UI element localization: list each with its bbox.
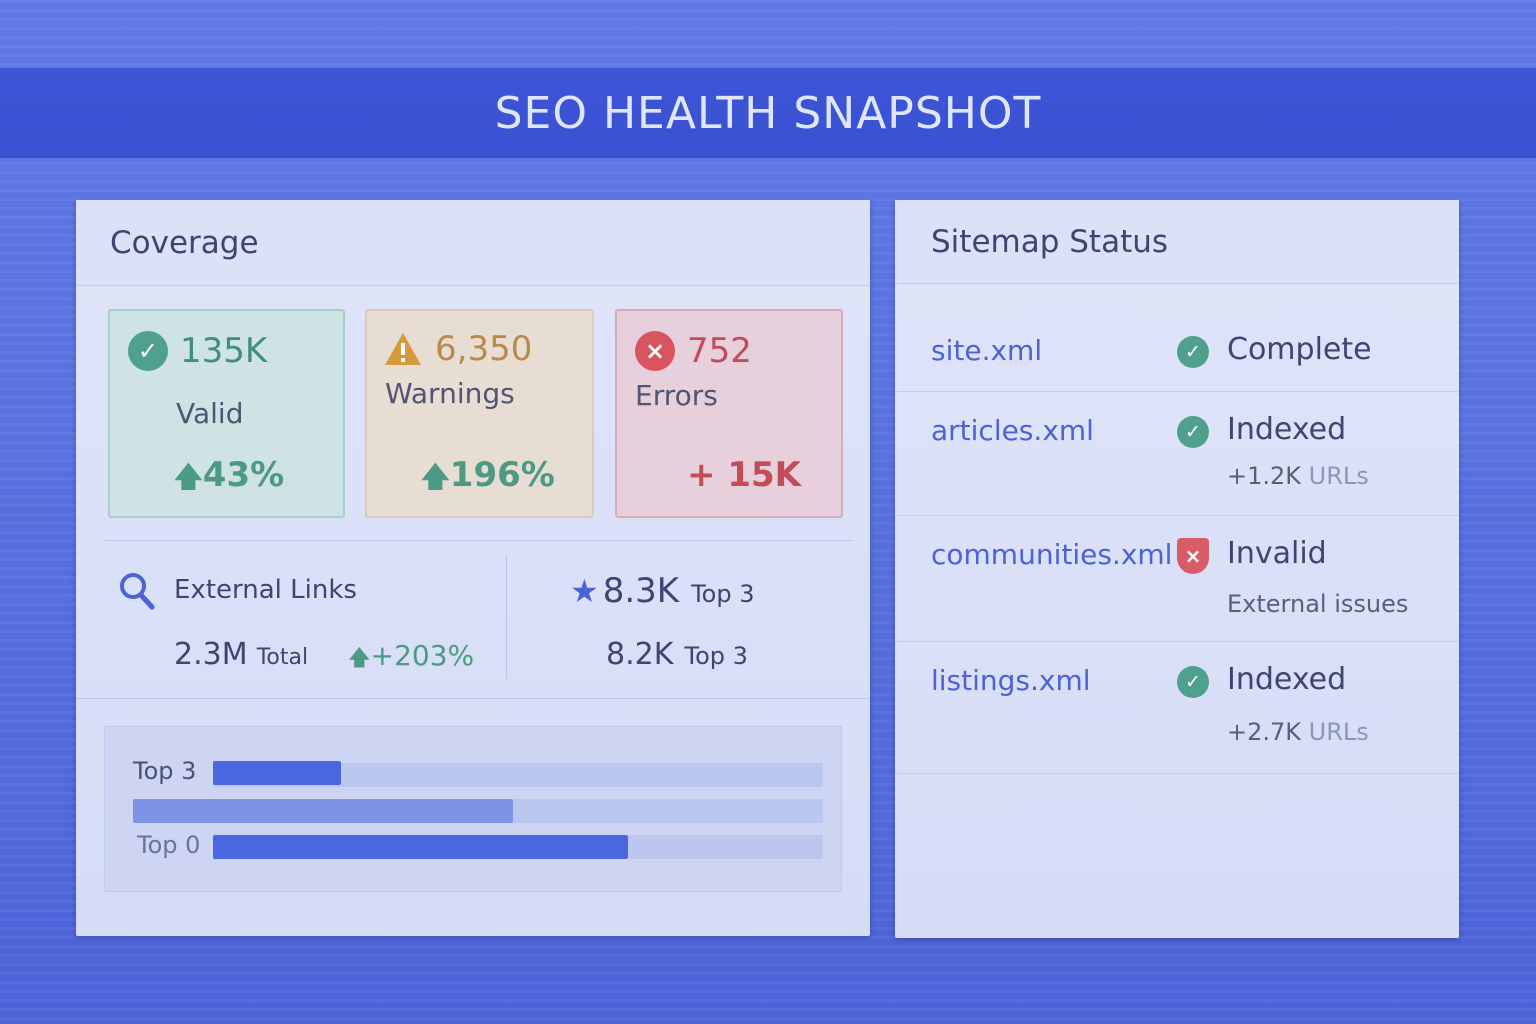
sitemap-sub-value: +1.2K <box>1227 462 1302 490</box>
warning-triangle-icon <box>385 333 421 365</box>
external-links-label: External Links <box>174 575 357 605</box>
external-links-total: 2.3M Total <box>174 637 308 672</box>
sitemap-file-link[interactable]: articles.xml <box>931 414 1094 447</box>
divider <box>76 698 870 699</box>
growth: 🡅+203% <box>348 639 474 679</box>
sitemap-sub: +1.2K URLs <box>1227 462 1369 490</box>
arrow-up-icon: 🡅 <box>421 460 450 493</box>
sitemap-sub-suffix: URLs <box>1308 462 1369 490</box>
sitemap-sub-value: +2.7K <box>1227 718 1302 746</box>
errors-value: 752 <box>687 331 752 371</box>
arrow-up-icon: 🡅 <box>174 460 203 493</box>
sitemap-row[interactable]: articles.xml ✓ Indexed +1.2K URLs <box>895 392 1459 516</box>
sitemap-row[interactable]: communities.xml × Invalid External issue… <box>895 516 1459 642</box>
errors-delta: + 15K <box>687 455 801 495</box>
error-circle-icon: × <box>635 331 675 371</box>
external-links-section: External Links 2.3M Total 🡅+203% ★ 8.3K … <box>76 555 870 699</box>
coverage-panel: Coverage ✓ 135K Valid 🡅43% 6,350 Warning… <box>76 200 870 936</box>
valid-value: 135K <box>180 331 268 371</box>
sitemap-row[interactable]: site.xml ✓ Complete <box>895 284 1459 392</box>
sitemap-file-link[interactable]: listings.xml <box>931 664 1091 697</box>
sitemap-row[interactable]: listings.xml ✓ Indexed +2.7K URLs <box>895 642 1459 774</box>
top3-suffix-2: Top 3 <box>684 642 748 670</box>
bar-chart: Top 3 Top 0 <box>104 726 842 892</box>
top3-value-2: 8.2K <box>606 637 674 672</box>
shield-x-icon: × <box>1177 538 1209 574</box>
check-circle-icon: ✓ <box>1177 336 1209 368</box>
star-icon: ★ <box>570 572 599 610</box>
top3-stat-2: 8.2K Top 3 <box>606 637 748 672</box>
sitemap-sub-suffix: URLs <box>1308 718 1369 746</box>
check-circle-icon: ✓ <box>128 331 168 371</box>
check-circle-icon: ✓ <box>1177 416 1209 448</box>
sitemap-panel: Sitemap Status site.xml ✓ Complete artic… <box>895 200 1459 938</box>
errors-card[interactable]: × 752 Errors + 15K <box>615 309 843 518</box>
sitemap-file-link[interactable]: communities.xml <box>931 538 1173 571</box>
top3-value-1: 8.3K <box>602 571 680 611</box>
errors-label: Errors <box>635 379 718 412</box>
vertical-divider <box>506 555 507 679</box>
warnings-label: Warnings <box>385 377 515 410</box>
page-title: SEO HEALTH SNAPSHOT <box>494 87 1042 139</box>
warnings-card[interactable]: 6,350 Warnings 🡅196% <box>365 309 594 518</box>
sitemap-status: Indexed <box>1227 412 1347 447</box>
top3-suffix-1: Top 3 <box>691 580 755 608</box>
bar-fill-middle <box>133 799 513 823</box>
check-circle-icon: ✓ <box>1177 666 1209 698</box>
valid-card[interactable]: ✓ 135K Valid 🡅43% <box>108 309 345 518</box>
coverage-title: Coverage <box>76 200 870 286</box>
top3-stat-1: ★ 8.3K Top 3 <box>570 571 754 611</box>
bar-fill-top3 <box>213 761 341 785</box>
warnings-delta-value: 196% <box>449 455 555 495</box>
sitemap-sub: +2.7K URLs <box>1227 718 1369 746</box>
errors-header: × 752 <box>635 331 752 371</box>
valid-label: Valid <box>176 397 244 430</box>
divider <box>104 540 852 541</box>
sitemap-status: Complete <box>1227 332 1372 367</box>
sitemap-sub: External issues <box>1227 590 1409 618</box>
bar-fill-top0 <box>213 835 628 859</box>
valid-delta: 🡅43% <box>174 455 284 504</box>
search-icon <box>120 573 155 610</box>
warnings-header: 6,350 <box>383 329 532 369</box>
warnings-delta: 🡅196% <box>421 455 555 504</box>
total-suffix: Total <box>256 645 309 670</box>
arrow-up-icon: 🡅 <box>348 646 371 671</box>
growth-value: +203% <box>370 639 475 672</box>
sitemap-status: Indexed <box>1227 662 1347 697</box>
bar-label-top0: Top 0 <box>137 831 201 859</box>
warnings-value: 6,350 <box>435 329 533 369</box>
sitemap-title: Sitemap Status <box>895 200 1459 284</box>
total-value: 2.3M <box>174 637 248 672</box>
sitemap-status: Invalid <box>1227 536 1327 571</box>
bar-label-top3: Top 3 <box>133 757 197 785</box>
valid-delta-value: 43% <box>202 455 285 495</box>
valid-header: ✓ 135K <box>128 331 267 371</box>
title-bar: SEO HEALTH SNAPSHOT <box>0 68 1536 158</box>
sitemap-file-link[interactable]: site.xml <box>931 334 1043 367</box>
